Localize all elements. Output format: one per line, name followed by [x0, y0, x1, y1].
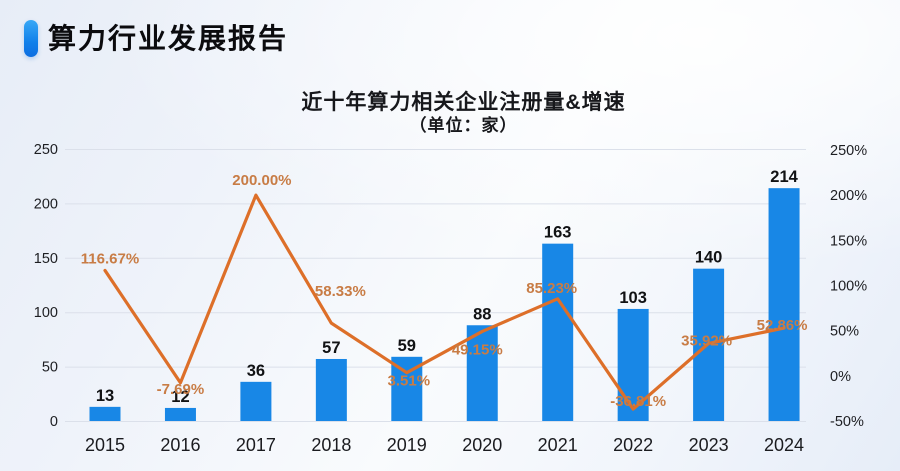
x-axis-label: 2017 [236, 435, 276, 455]
left-axis-tick-label: 150 [34, 251, 58, 267]
right-axis-tick-label: 200% [830, 188, 867, 204]
growth-point-label: 200.00% [232, 172, 291, 189]
bar-value-label: 214 [770, 168, 798, 186]
right-axis-tick-label: -50% [830, 414, 864, 430]
bar-value-label: 103 [619, 289, 647, 307]
right-axis-tick-label: 250% [830, 143, 867, 159]
x-axis-label: 2023 [689, 435, 729, 455]
bar-2015 [89, 406, 121, 421]
growth-point-label: -7.69% [157, 381, 205, 398]
growth-point-label: 49.15% [452, 341, 503, 358]
bar-value-label: 13 [96, 387, 114, 405]
right-axis-tick-label: 100% [830, 279, 867, 295]
bar-2017 [240, 381, 272, 421]
report-header: 算力行业发展报告 [24, 20, 288, 57]
x-axis-label: 2015 [85, 435, 125, 455]
growth-point-label: 52.86% [757, 317, 808, 334]
bar-2024 [768, 188, 800, 421]
accent-bar-icon [24, 20, 38, 57]
x-axis-label: 2016 [160, 435, 200, 455]
bar-value-label: 140 [695, 249, 723, 267]
chart-subtitle: （单位：家） [409, 116, 518, 135]
bar-value-label: 59 [398, 337, 416, 355]
bar-2020 [466, 325, 498, 421]
chart-title: 近十年算力相关企业注册量&增速 [301, 91, 626, 114]
bar-2022 [617, 308, 649, 421]
bar-value-label: 12 [171, 388, 189, 406]
growth-point-label: 35.92% [681, 332, 732, 349]
left-axis-tick-label: 250 [34, 142, 58, 158]
growth-point-label: -36.81% [610, 393, 666, 410]
right-axis-tick-label: 150% [830, 233, 867, 249]
x-axis-label: 2022 [613, 435, 653, 455]
left-axis-tick-label: 100 [34, 305, 58, 321]
report-title: 算力行业发展报告 [48, 23, 289, 54]
growth-point-label: 116.67% [81, 250, 139, 267]
growth-point-label: 3.51% [388, 373, 431, 390]
bar-value-label: 88 [473, 305, 491, 323]
bar-value-label: 163 [544, 224, 572, 242]
x-axis-label: 2024 [764, 435, 804, 455]
growth-point-label: 58.33% [315, 283, 366, 300]
bar-2016 [164, 407, 196, 421]
growth-line [103, 193, 786, 411]
x-axis-label: 2020 [462, 435, 502, 455]
x-axis-label: 2021 [538, 435, 578, 455]
right-axis-tick-label: 50% [830, 324, 859, 340]
x-axis-label: 2018 [311, 435, 351, 455]
left-axis-tick-label: 200 [34, 196, 58, 212]
bar-2018 [315, 358, 347, 421]
bar-2021 [542, 243, 574, 421]
growth-point-label: 85.23% [526, 280, 577, 297]
left-axis-tick-label: 0 [50, 414, 58, 430]
bar-value-label: 57 [322, 339, 340, 357]
x-axis-label: 2019 [387, 435, 427, 455]
left-axis-tick-label: 50 [42, 360, 58, 376]
right-axis-tick-label: 0% [830, 369, 851, 385]
bar-value-label: 36 [247, 362, 265, 380]
